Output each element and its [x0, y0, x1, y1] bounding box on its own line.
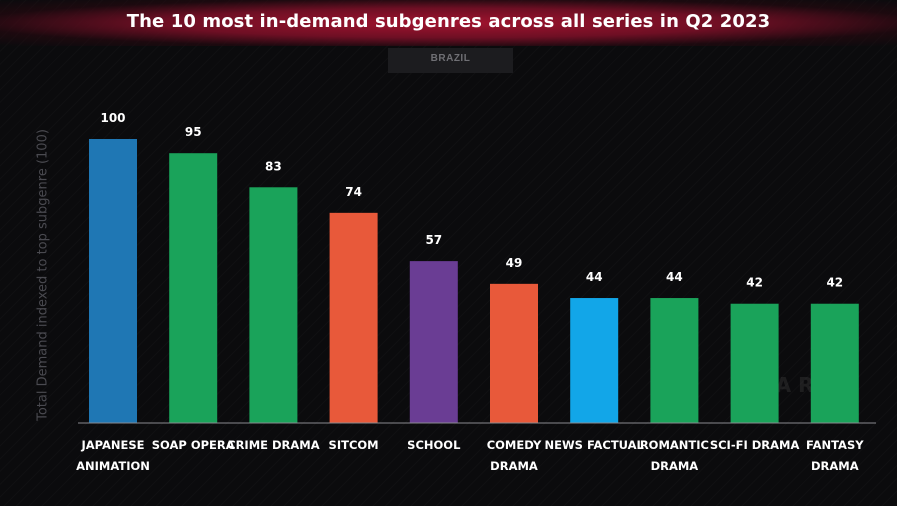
value-label-3: 74	[345, 185, 362, 199]
bar-5	[490, 283, 538, 423]
value-label-1: 95	[185, 125, 202, 139]
bar-3	[329, 212, 378, 423]
value-label-8: 42	[746, 276, 763, 290]
category-label-7: ROMANTIC DRAMA	[640, 438, 709, 473]
bar-7	[650, 298, 699, 423]
category-label-0: JAPANESE ANIMATION	[76, 438, 150, 473]
bar-4	[409, 261, 458, 423]
category-label-3: SITCOM	[329, 438, 379, 452]
category-label-6: NEWS FACTUAL	[545, 438, 645, 452]
category-label-1: SOAP OPERA	[152, 438, 235, 452]
value-label-7: 44	[666, 270, 683, 284]
value-label-2: 83	[265, 159, 282, 173]
bar-1	[169, 153, 218, 423]
value-label-4: 57	[425, 233, 442, 247]
value-label-5: 49	[506, 256, 523, 270]
bar-6	[570, 298, 619, 423]
bar-8	[730, 303, 779, 423]
chart-title: The 10 most in-demand subgenres across a…	[126, 11, 771, 32]
category-label-4: SCHOOL	[407, 438, 461, 452]
category-label-8: SCI-FI DRAMA	[710, 438, 800, 452]
value-label-9: 42	[826, 276, 843, 290]
category-label-9: FANTASY DRAMA	[806, 438, 864, 473]
title-bar	[0, 0, 897, 46]
category-label-2: CRIME DRAMA	[227, 438, 320, 452]
bar-0	[89, 139, 137, 423]
category-label-5: COMEDY DRAMA	[487, 438, 542, 473]
bar-9	[810, 303, 859, 423]
value-label-6: 44	[586, 270, 603, 284]
value-label-0: 100	[100, 111, 125, 125]
bar-2	[249, 187, 298, 423]
region-tab-brazil[interactable]: BRAZIL	[388, 48, 513, 73]
